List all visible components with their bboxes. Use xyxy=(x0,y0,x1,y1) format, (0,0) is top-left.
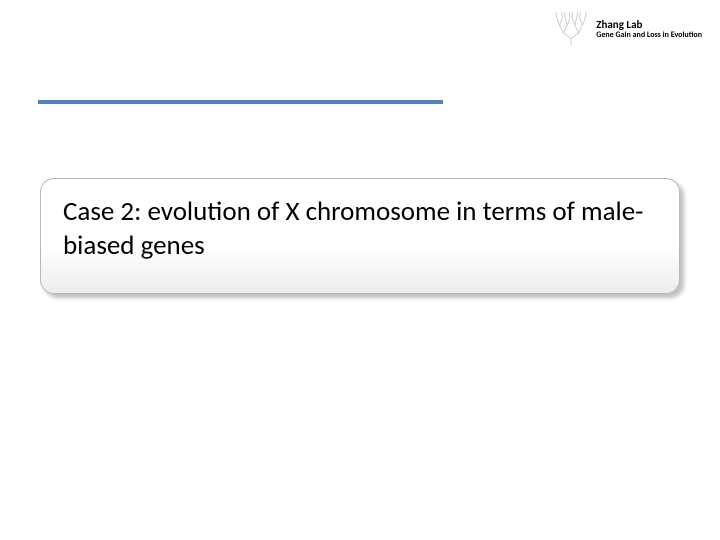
lab-title: Zhang Lab xyxy=(596,19,702,30)
title-underline xyxy=(38,100,443,104)
content-text: Case 2: evolution of X chromosome in ter… xyxy=(63,195,657,263)
logo-text-group: Zhang Lab Gene Gain and Loss in Evolutio… xyxy=(596,19,702,39)
content-box: Case 2: evolution of X chromosome in ter… xyxy=(40,178,680,294)
header-logo: Zhang Lab Gene Gain and Loss in Evolutio… xyxy=(552,8,702,50)
slide-root: Zhang Lab Gene Gain and Loss in Evolutio… xyxy=(0,0,720,540)
tree-logo-icon xyxy=(552,8,590,50)
lab-subtitle: Gene Gain and Loss in Evolution xyxy=(596,31,702,39)
